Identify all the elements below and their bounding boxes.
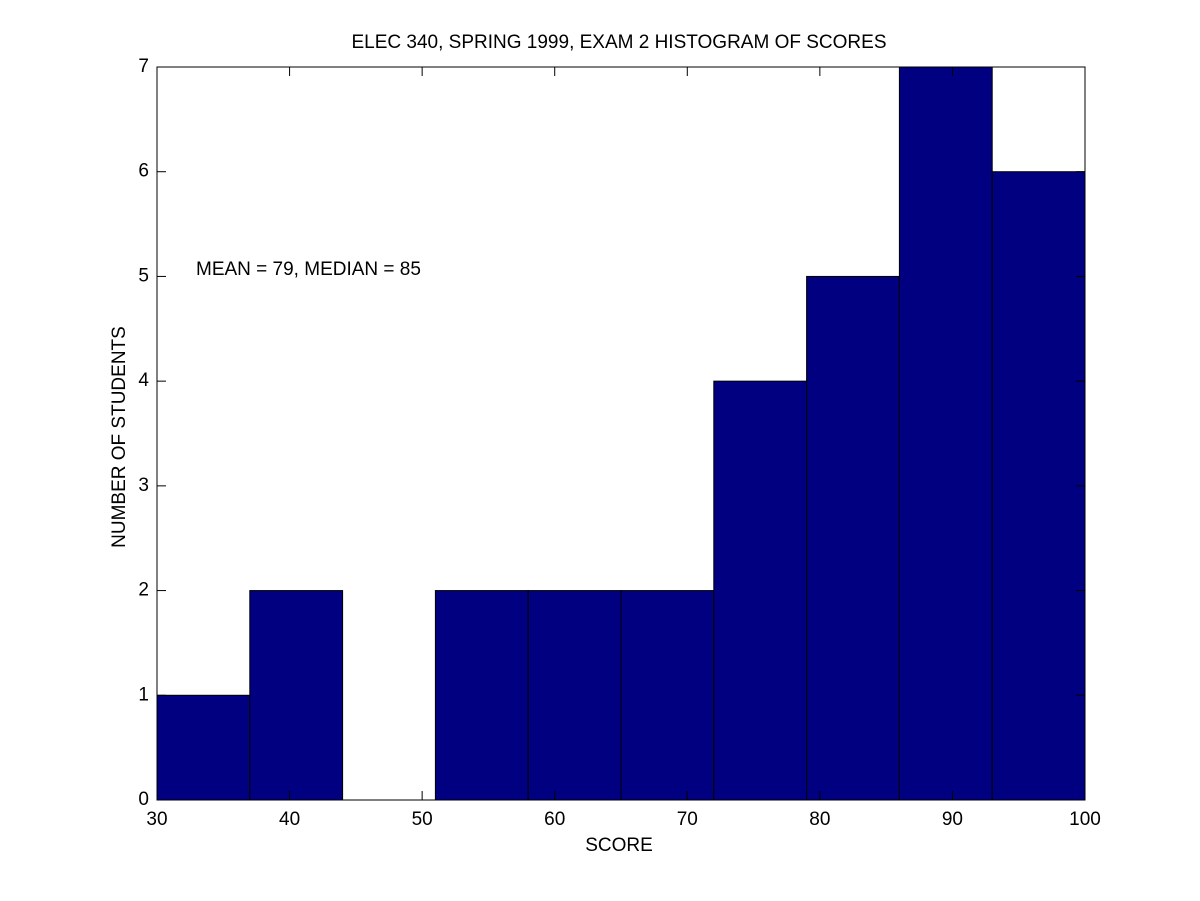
bar (527, 590, 622, 801)
x-tick-label: 40 (279, 809, 300, 830)
y-tick-label: 3 (138, 475, 149, 496)
bar (713, 380, 808, 801)
y-tick-label: 7 (138, 56, 149, 77)
x-tick-label: 60 (544, 809, 565, 830)
y-axis-label: NUMBER OF STUDENTS (109, 326, 130, 548)
y-tick-label: 1 (138, 684, 149, 705)
x-axis-label: SCORE (585, 835, 653, 856)
x-tick-label: 90 (942, 809, 963, 830)
bar (991, 171, 1086, 801)
bar (806, 275, 900, 801)
bar (434, 590, 529, 801)
y-tick-label: 0 (138, 789, 149, 810)
bar (898, 66, 993, 801)
y-tick-label: 4 (138, 370, 149, 391)
x-tick-label: 80 (809, 809, 830, 830)
bar (620, 590, 715, 801)
bar (156, 694, 251, 801)
bar (249, 590, 344, 801)
x-tick-label: 70 (677, 809, 698, 830)
annotation: MEAN = 79, MEDIAN = 85 (196, 259, 421, 280)
plot-frame (156, 66, 1086, 801)
x-tick-label: 100 (1069, 809, 1101, 830)
x-tick-label: 50 (412, 809, 433, 830)
y-tick-label: 5 (138, 265, 149, 286)
y-tick-label: 2 (138, 580, 149, 601)
y-tick-label: 6 (138, 161, 149, 182)
chart-title: ELEC 340, SPRING 1999, EXAM 2 HISTOGRAM … (352, 32, 887, 53)
x-tick-label: 30 (146, 809, 167, 830)
